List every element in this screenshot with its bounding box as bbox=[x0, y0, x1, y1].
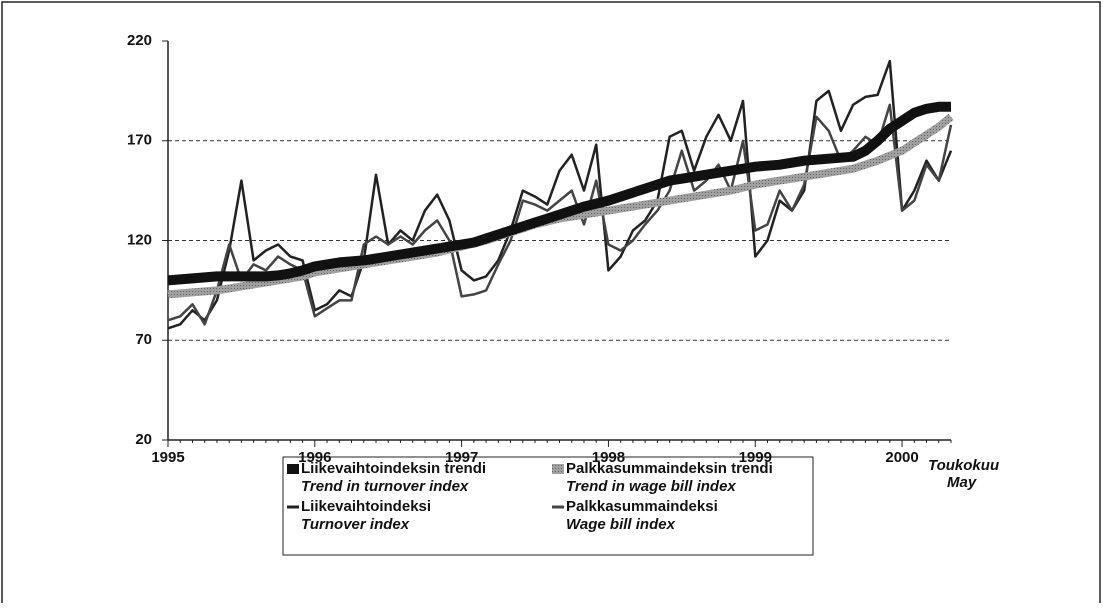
y-tick-label: 70 bbox=[135, 331, 152, 348]
legend-label: Wage bill index bbox=[566, 516, 676, 533]
y-tick-label: 170 bbox=[127, 132, 152, 149]
x-tick-label: 1995 bbox=[151, 449, 184, 466]
series-line bbox=[167, 59, 953, 330]
series-line bbox=[167, 101, 951, 286]
y-tick-label: 120 bbox=[127, 231, 152, 248]
annotation: May bbox=[947, 474, 977, 491]
x-tick-label: 1998 bbox=[592, 449, 625, 466]
y-tick-label: 20 bbox=[135, 431, 152, 448]
x-tick-label: 2000 bbox=[885, 449, 918, 466]
y-tick-label: 220 bbox=[127, 32, 152, 49]
legend-label: Liikevaihtoindeksi bbox=[301, 498, 431, 515]
x-tick-label: 1997 bbox=[445, 449, 478, 466]
legend-label: Turnover index bbox=[301, 516, 410, 533]
x-tick-label: 1999 bbox=[739, 449, 772, 466]
legend-swatch bbox=[287, 464, 299, 474]
legend-label: Palkkasummaindeksin trendi bbox=[566, 460, 773, 477]
x-tick-label: 1996 bbox=[298, 449, 331, 466]
legend-label: Trend in turnover index bbox=[301, 478, 469, 495]
legend-label: Palkkasummaindeksi bbox=[566, 498, 718, 515]
annotation: Toukokuu bbox=[928, 457, 999, 474]
legend-label: Trend in wage bill index bbox=[566, 478, 736, 495]
legend-swatch bbox=[552, 464, 564, 474]
legend-box bbox=[282, 456, 814, 556]
legend-label: Liikevaihtoindeksin trendi bbox=[301, 460, 486, 477]
